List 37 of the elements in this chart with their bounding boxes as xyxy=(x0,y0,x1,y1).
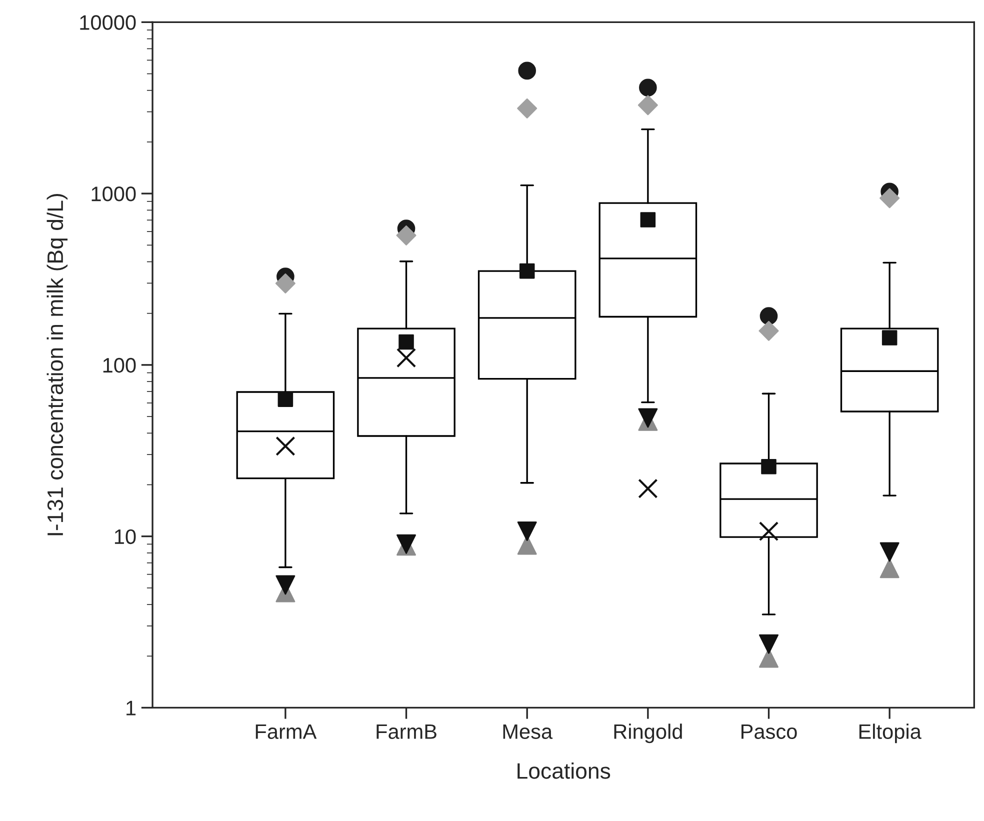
point xyxy=(640,212,656,228)
point xyxy=(398,334,414,350)
point xyxy=(638,478,658,498)
y-tick-label: 1 xyxy=(126,700,136,716)
point xyxy=(880,188,900,208)
point xyxy=(758,320,779,341)
point xyxy=(638,95,658,116)
point xyxy=(880,558,900,578)
x-tick-label: Pasco xyxy=(742,724,797,739)
x-tick-label: Mesa xyxy=(503,724,553,739)
y-axis-title: I-131 concentration in milk (Bq d/L) xyxy=(46,194,68,536)
y-tick-label: 1000 xyxy=(92,186,136,202)
point xyxy=(276,575,296,595)
point xyxy=(760,307,778,325)
x-tick-label: FarmB xyxy=(376,724,436,739)
x-axis-title: Locations xyxy=(518,762,610,779)
x-tick-label: FarmA xyxy=(256,724,317,739)
x-tick-label: Eltopia xyxy=(859,724,922,744)
y-tick-label: 100 xyxy=(103,358,136,373)
point xyxy=(882,330,898,346)
point xyxy=(517,522,537,542)
point xyxy=(518,62,536,80)
point xyxy=(278,392,294,407)
x-tick-label: Ringold xyxy=(614,724,682,744)
point xyxy=(275,273,296,294)
y-tick-label: 10000 xyxy=(80,15,136,30)
point xyxy=(396,225,416,246)
point xyxy=(517,98,538,118)
point xyxy=(276,436,296,456)
point xyxy=(396,348,416,368)
y-tick-label: 10 xyxy=(114,529,136,544)
point xyxy=(880,542,900,562)
point xyxy=(519,263,535,279)
point xyxy=(759,634,778,654)
point xyxy=(639,78,657,97)
point xyxy=(761,459,776,474)
point xyxy=(758,521,779,542)
